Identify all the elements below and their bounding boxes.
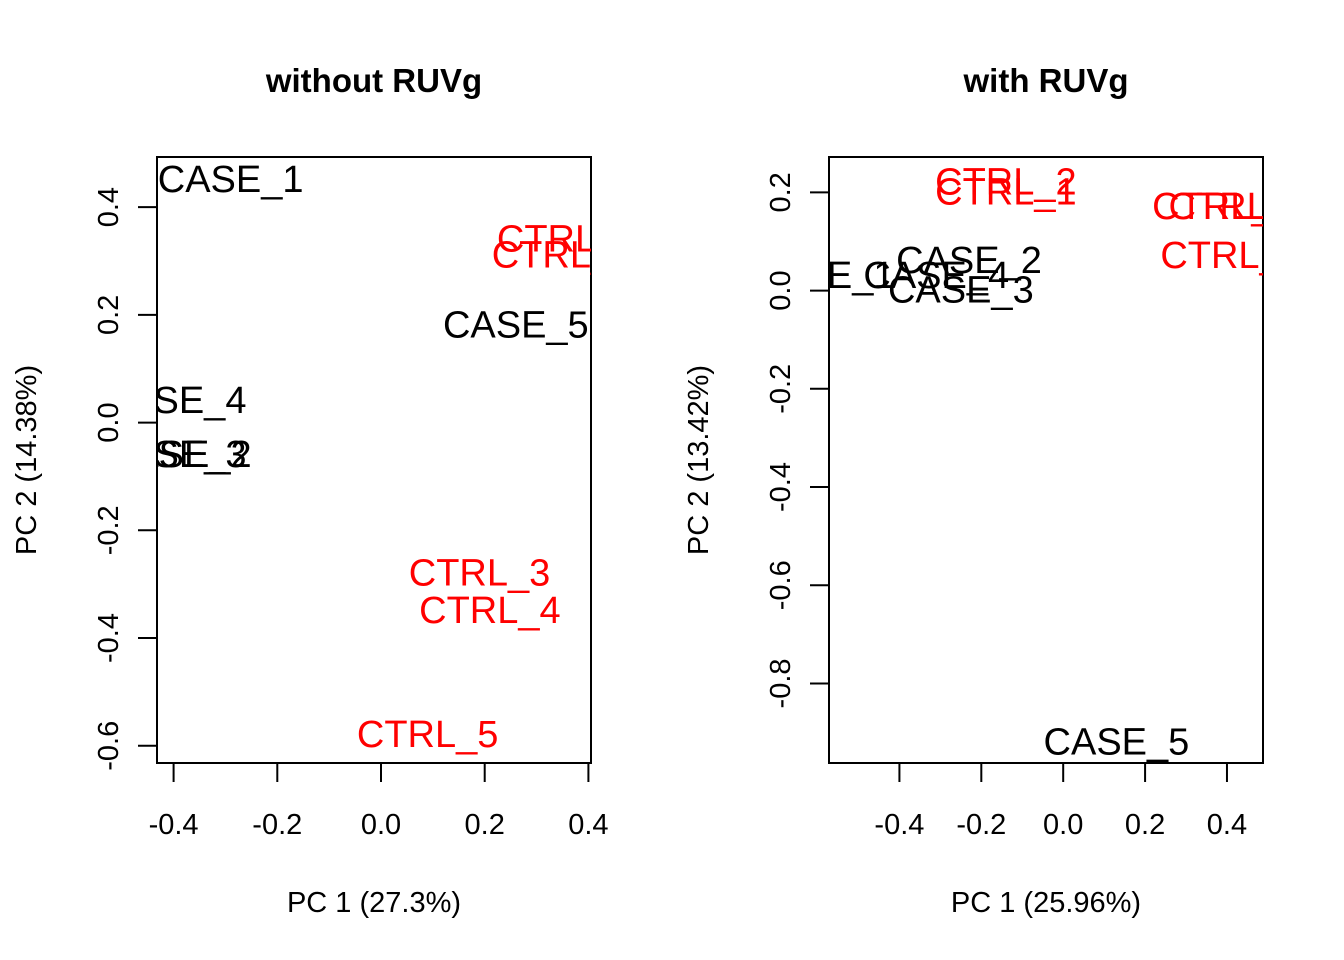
y-tick-label: -0.6 — [765, 560, 797, 610]
y-tick-label: -0.6 — [93, 721, 125, 771]
point-label-ctrl-1: CTRL_1 — [935, 171, 1077, 213]
point-label-ctrl-4: CTRL_4 — [419, 590, 561, 632]
chart-panel-2: with RUVg -0.4 -0.2 0.0 0.2 0.4 -0.8 -0.6 -0.4 -0… — [683, 62, 1311, 919]
chart-title: with RUVg — [963, 62, 1129, 99]
y-tick-label: -0.8 — [765, 658, 797, 708]
y-tick-label: -0.2 — [765, 364, 797, 414]
x-tick-label: -0.4 — [149, 809, 199, 841]
point-label-ctrl-3: CTRL_3 — [1152, 186, 1294, 228]
point-label-case-3: CASE_3 — [101, 434, 247, 476]
x-tick-label: 0.2 — [1125, 809, 1165, 841]
x-tick-label: 0.4 — [568, 809, 608, 841]
point-label-ctrl-4: CTRL_4 — [1169, 186, 1311, 228]
y-axis-title: PC 2 (14.38%) — [11, 365, 43, 555]
point-label-ctrl-5: CTRL_5 — [1160, 235, 1302, 277]
point-label-ctrl-3: CTRL_3 — [409, 552, 551, 594]
point-label-case-3: CASE_3 — [888, 270, 1034, 312]
point-label-case-1: CASE_1 — [158, 159, 304, 201]
x-tick-label: 0.2 — [465, 809, 505, 841]
x-axis-title: PC 1 (25.96%) — [951, 887, 1141, 919]
x-tick-label: -0.2 — [252, 809, 302, 841]
y-axis-title: PC 2 (13.42%) — [683, 365, 715, 555]
x-tick-label: 0.4 — [1207, 809, 1247, 841]
y-tick-label: -0.2 — [93, 505, 125, 555]
chart-title: without RUVg — [265, 62, 482, 99]
x-axis-title: PC 1 (27.3%) — [287, 887, 461, 919]
x-tick-label: 0.0 — [361, 809, 401, 841]
y-tick-label: 0.0 — [765, 270, 797, 310]
point-label-ctrl-2: CTRL_2 — [935, 162, 1077, 204]
point-label-case-4: CASE_4 — [863, 255, 1009, 297]
point-label-case-4: CASE_4 — [101, 380, 247, 422]
point-label-ctrl-2: CTRL_2 — [497, 218, 639, 260]
point-labels: CASE_1CASE_2CASE_3CASE_4CASE_5CTRL_1CTRL… — [101, 159, 639, 756]
y-tick-label: 0.2 — [93, 295, 125, 335]
x-tick-label: -0.2 — [956, 809, 1006, 841]
chart-panel-1: without RUVg -0.4 -0.2 0.0 0.2 0.4 -0.6 -0.4 -0.… — [11, 62, 639, 919]
y-tick-label: 0.4 — [93, 187, 125, 227]
point-label-case-5: CASE_5 — [1044, 721, 1190, 763]
point-label-case-2: CASE_2 — [896, 240, 1042, 282]
point-label-case-5: CASE_5 — [443, 305, 589, 347]
y-tick-label: -0.4 — [93, 613, 125, 663]
x-tick-label: -0.4 — [874, 809, 924, 841]
point-label-ctrl-1: CTRL_1 — [492, 235, 634, 277]
y-tick-label: 0.0 — [93, 402, 125, 442]
point-label-case-2: CASE_2 — [106, 434, 252, 476]
point-label-case-1: CASE_1 — [749, 255, 895, 297]
point-label-ctrl-5: CTRL_5 — [357, 714, 499, 756]
y-tick-label: -0.4 — [765, 462, 797, 512]
y-tick-label: 0.2 — [765, 172, 797, 212]
x-tick-label: 0.0 — [1043, 809, 1083, 841]
